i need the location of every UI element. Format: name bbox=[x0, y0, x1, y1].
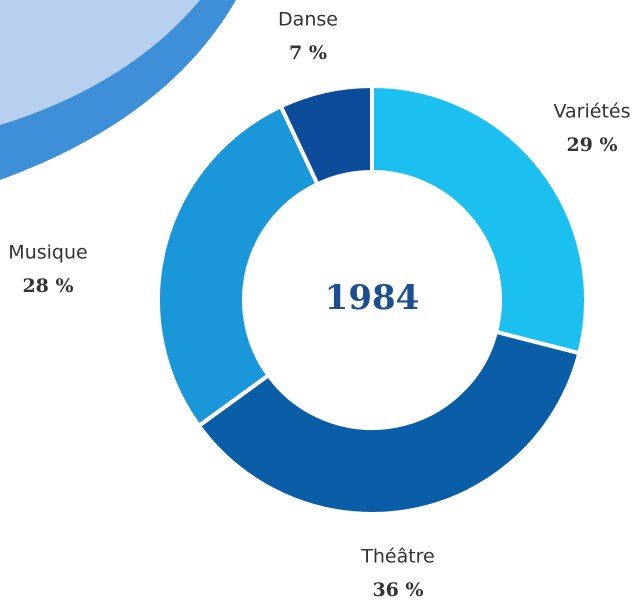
value-label: 29 % bbox=[566, 134, 617, 156]
value-label: 28 % bbox=[22, 275, 73, 297]
category-label: Musique bbox=[8, 242, 87, 264]
value-label: 7 % bbox=[289, 42, 327, 64]
center-label: 1984 bbox=[325, 278, 420, 318]
chart: Variétés 29 % Théâtre 36 % Musique 28 % Danse 7… bbox=[0, 0, 640, 603]
category-label: Théâtre bbox=[360, 546, 435, 568]
slice bbox=[158, 106, 318, 425]
category-label: Danse bbox=[278, 9, 338, 31]
category-label: Variétés bbox=[554, 101, 631, 123]
value-label: 36 % bbox=[372, 579, 423, 601]
